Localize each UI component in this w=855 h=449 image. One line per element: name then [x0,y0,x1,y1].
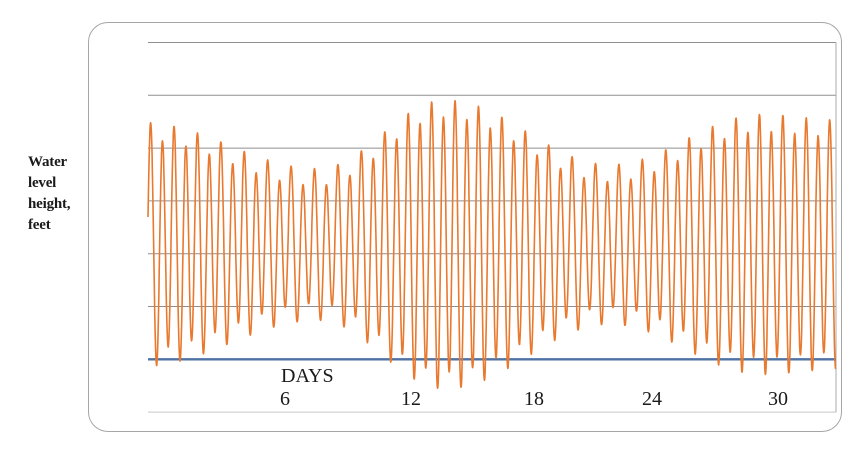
x-tick-6: 6 [280,388,290,410]
x-tick-12: 12 [401,388,421,410]
x-tick-18: 18 [524,388,544,410]
x-axis-title: DAYS [281,365,334,387]
x-tick-30: 30 [768,388,788,410]
y-axis-label-line: feet [28,217,51,233]
y-axis-label-line: level [28,175,57,191]
y-axis-label-line: Water [28,154,67,170]
y-axis-label: Water level height, feet [28,152,71,236]
x-tick-24: 24 [642,388,662,410]
y-axis-label-line: height, [28,196,71,212]
tide-curve [147,100,837,389]
